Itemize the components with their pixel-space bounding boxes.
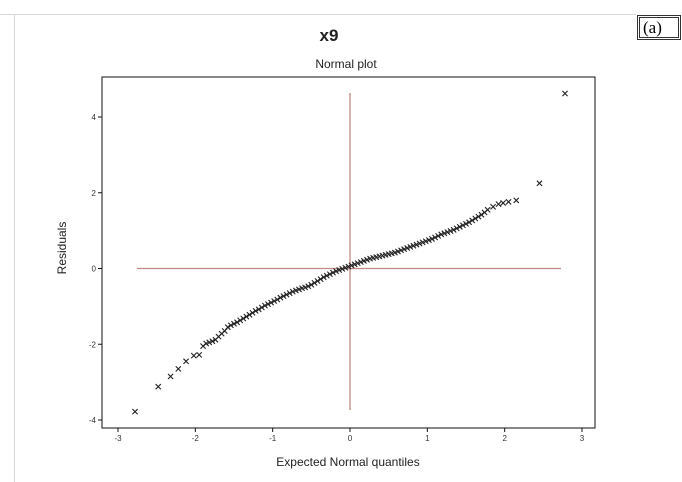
chart-title: x9 [320, 26, 339, 45]
y-tick-label: 2 [92, 189, 97, 198]
reference-lines [137, 93, 561, 410]
x-tick-label: 3 [580, 434, 585, 443]
data-point [265, 301, 272, 308]
data-point [311, 279, 318, 286]
data-point [308, 281, 315, 288]
data-point [463, 220, 469, 227]
data-point [500, 199, 507, 206]
data-point [435, 232, 442, 239]
data-point [475, 213, 482, 220]
y-tick-label: -4 [89, 416, 97, 425]
data-point [271, 298, 278, 305]
data-point [224, 324, 231, 331]
y-tick-label: 0 [92, 265, 97, 274]
data-point [249, 309, 256, 316]
data-point [286, 290, 293, 297]
data-point [280, 293, 287, 300]
data-point [469, 217, 476, 224]
data-point [317, 276, 324, 283]
data-point [305, 283, 312, 290]
data-point [255, 306, 262, 313]
x-axis-label: Expected Normal quantiles [276, 455, 419, 469]
data-point [240, 315, 247, 322]
data-point [505, 198, 512, 205]
data-point [450, 226, 457, 233]
data-point [561, 90, 568, 97]
data-point [167, 373, 174, 380]
data-points [132, 90, 568, 415]
data-point [231, 320, 237, 327]
x-tick-label: 2 [502, 434, 507, 443]
data-point [456, 223, 463, 230]
data-point [243, 313, 250, 320]
x-tick-label: -3 [114, 434, 122, 443]
y-tick-label: 4 [92, 113, 97, 122]
data-point [227, 322, 234, 329]
data-point [183, 358, 190, 365]
data-point [329, 269, 336, 276]
chart-subtitle: Normal plot [315, 57, 377, 71]
data-point [323, 272, 330, 279]
y-axis-label: Residuals [55, 222, 69, 275]
figure-frame-top [0, 14, 636, 15]
data-point [209, 338, 216, 345]
data-point [252, 307, 259, 314]
data-point [268, 299, 275, 306]
data-point [472, 215, 479, 222]
data-point [234, 319, 241, 326]
data-point [478, 211, 485, 218]
data-point [175, 365, 182, 372]
plot-area [101, 76, 596, 429]
data-point [190, 352, 197, 359]
data-point [314, 278, 321, 284]
data-point [258, 304, 265, 311]
panel-label: (a) [637, 15, 681, 40]
x-tick-label: 0 [348, 434, 353, 443]
data-point [490, 203, 497, 210]
data-point [459, 222, 466, 229]
data-point [495, 201, 502, 208]
figure-frame-left [14, 14, 15, 482]
data-point [261, 302, 268, 309]
data-point [283, 291, 290, 298]
data-point [277, 294, 284, 301]
data-point [196, 351, 203, 358]
data-point [484, 206, 491, 213]
data-point [432, 234, 439, 241]
data-point [132, 408, 139, 415]
data-point [237, 317, 244, 324]
data-point [155, 383, 162, 390]
data-point [274, 296, 281, 303]
data-point [536, 180, 543, 187]
y-tick-label: -2 [89, 340, 97, 349]
data-point [453, 225, 460, 232]
data-point [428, 235, 435, 242]
axes: -3 -2 -1 0 1 2 3 -4 -2 0 2 4 [89, 113, 585, 443]
data-point [466, 219, 473, 226]
x-tick-label: -2 [192, 434, 200, 443]
x-tick-label: -1 [269, 434, 277, 443]
data-point [326, 271, 333, 278]
data-point [320, 274, 327, 281]
x-tick-label: 1 [425, 434, 430, 443]
data-point [246, 311, 253, 318]
data-point [513, 197, 520, 204]
